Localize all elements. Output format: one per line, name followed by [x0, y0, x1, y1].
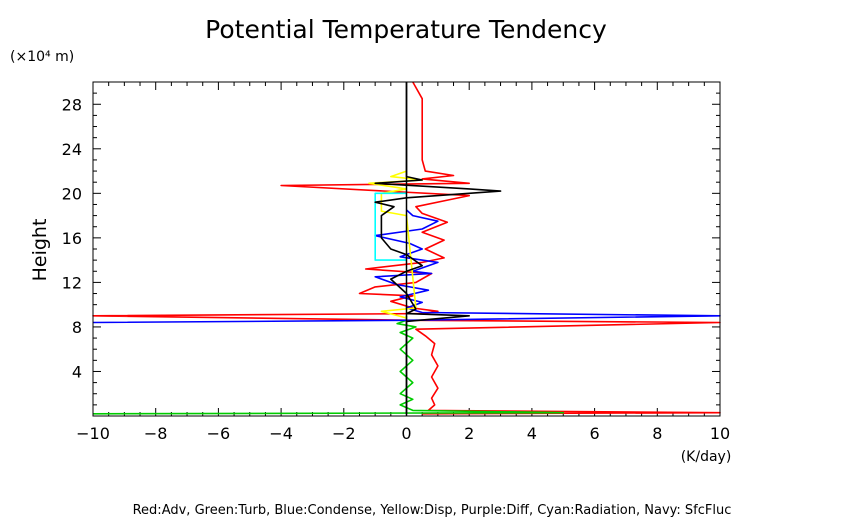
y-unit-label: (×10⁴ m) — [10, 49, 74, 65]
x-tick-label: −8 — [144, 424, 168, 443]
series-line-turb — [92, 315, 565, 415]
y-tick-label: 24 — [62, 140, 82, 159]
chart-title: Potential Temperature Tendency — [205, 15, 607, 44]
x-tick-label: 4 — [527, 424, 537, 443]
y-axis-label: Height — [29, 219, 51, 282]
series-line-radiation — [374, 192, 407, 261]
x-tick-label: 10 — [710, 424, 730, 443]
x-tick-label: 0 — [401, 424, 411, 443]
x-tick-label: 8 — [652, 424, 662, 443]
series-line-net — [374, 82, 502, 414]
y-tick-label: 20 — [62, 184, 82, 203]
y-tick-labels: 4 8 12 16 20 24 28 — [62, 95, 82, 381]
y-tick-label: 16 — [62, 229, 82, 248]
y-tick-label: 8 — [72, 318, 82, 337]
plot-frame — [92, 81, 721, 417]
y-tick-label: 12 — [62, 273, 82, 292]
x-tick-labels: −10 −8 −6 −4 −2 0 2 4 6 8 10 — [76, 424, 730, 443]
x-tick-label: −10 — [76, 424, 110, 443]
legend-text: Red:Adv, Green:Turb, Blue:Condense, Yell… — [133, 503, 732, 518]
x-tick-label: −6 — [207, 424, 231, 443]
x-tick-label: 2 — [464, 424, 474, 443]
x-axis-label: (K/day) — [681, 449, 732, 465]
x-tick-label: 6 — [590, 424, 600, 443]
x-tick-label: −4 — [269, 424, 293, 443]
x-tick-label: −2 — [332, 424, 356, 443]
y-tick-label: 4 — [72, 362, 82, 381]
y-tick-label: 28 — [62, 95, 82, 114]
